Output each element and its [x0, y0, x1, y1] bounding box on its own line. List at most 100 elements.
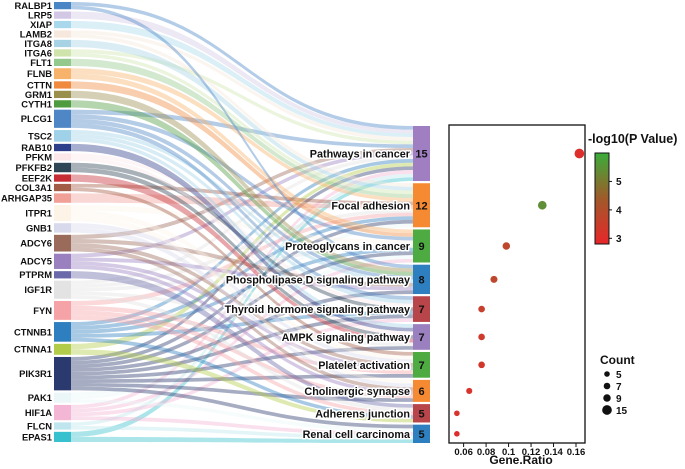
x-tick-label-4: 0.14 [544, 447, 563, 458]
ribbon-itga6-pathways-in-cancer [71, 49, 413, 145]
pathway-label-ampk-signaling-pathway: AMPK signaling pathway [282, 332, 410, 344]
pathway-count-focal-adhesion: 12 [415, 200, 427, 212]
pathway-label-renal-cell-carcinoma: Renal cell carcinoma [303, 429, 411, 441]
gene-label-ptprm: PTPRM [19, 269, 52, 280]
pathway-count-pathways-in-cancer: 15 [415, 149, 427, 161]
dot-focal-adhesion [537, 200, 547, 210]
gene-node-ctnnb1 [54, 322, 71, 342]
dot-proteoglycans-in-cancer [502, 242, 511, 250]
gene-node-itga8 [54, 39, 71, 48]
ribbon-pik3r1-cholinergic-synapse [71, 382, 413, 402]
ribbon-flnb-focal-adhesion [71, 68, 413, 202]
ribbon-adcy5-cholinergic-synapse [71, 265, 413, 395]
dot-pathways-in-cancer [574, 148, 585, 159]
gene-node-arhgap35 [54, 193, 71, 203]
dot-plot: 0.06 0.08 0.1 0.12 0.14 0.16 Gene.Ratio [448, 124, 586, 467]
colorbar: 3 4 5 [594, 152, 622, 245]
ribbon-flcn-pathways-in-cancer [71, 173, 413, 426]
x-tick-label-3: 0.12 [522, 447, 541, 458]
ribbon-rab10-ampk-signaling-pathway [71, 143, 413, 332]
gene-label-plcg1: PLCG1 [21, 113, 52, 124]
gene-label-ctnna1: CTNNA1 [14, 344, 52, 355]
dot-ampk-signaling-pathway [478, 333, 485, 341]
ribbon-ptprm-adherens-junction [71, 271, 413, 408]
gene-node-igf1r [54, 280, 71, 299]
dot-platelet-activation [478, 361, 485, 369]
gene-node-eef2k [54, 174, 71, 182]
gene-node-fyn [54, 300, 71, 320]
size-legend-dot-9 [603, 394, 611, 402]
pathway-label-adherens-junction: Adherens junction [315, 408, 410, 420]
gene-label-epas1: EPAS1 [22, 431, 52, 442]
ribbon-pik3r1-focal-adhesion [71, 219, 413, 365]
size-legend-title: Count [600, 353, 635, 367]
ribbon-eef2k-ampk-signaling-pathway [71, 174, 413, 343]
ribbon-gnb1-cholinergic-synapse [71, 227, 413, 388]
pathway-node-pathways-in-cancer [413, 126, 430, 182]
pathway-count-renal-cell-carcinoma: 5 [418, 429, 424, 441]
ribbon-igf1r-focal-adhesion [71, 208, 413, 288]
pathway-count-phospholipase-d-signaling-pathway: 8 [418, 274, 424, 286]
gene-node-itga6 [54, 49, 71, 57]
ribbon-lrp5-pathways-in-cancer [71, 11, 413, 134]
dot-thyroid-hormone-signaling-pathway [478, 305, 485, 313]
gene-label-pfkfb2: PFKFB2 [16, 162, 52, 173]
ribbon-ralbp1-pathways-in-cancer [71, 2, 413, 130]
ribbon-lamb2-focal-adhesion [71, 34, 413, 187]
ribbon-pik3r1-renal-cell-carcinoma [71, 386, 413, 429]
ribbon-ctnnb1-focal-adhesion [71, 216, 413, 330]
color-legend: -log10(P Value) 3 4 5 [588, 132, 677, 245]
ribbon-epas1-renal-cell-carcinoma [71, 436, 413, 443]
pathway-label-proteoglycans-in-cancer: Proteoglycans in cancer [285, 241, 411, 253]
pathway-node-renal-cell-carcinoma [413, 424, 430, 443]
x-tick-label-0: 0.06 [454, 447, 473, 458]
ribbon-adcy6-pathways-in-cancer [71, 148, 413, 239]
ribbon-adcy6-phospholipase-d-signaling-pathway [71, 238, 413, 287]
colorbar-rect [594, 152, 610, 245]
size-legend-label-9: 9 [616, 394, 622, 405]
pathway-label-cholinergic-synapse: Cholinergic synapse [304, 386, 410, 398]
gene-node-pfkm [54, 153, 71, 161]
ribbon-flnb-proteoglycans-in-cancer [71, 73, 413, 234]
ribbon-ctnnb1-thyroid-hormone-signaling-pathway [71, 310, 413, 338]
ribbon-col3a1-platelet-activation [71, 187, 413, 356]
pathway-node-thyroid-hormone-signaling-pathway [413, 296, 430, 322]
ribbon-fyn-platelet-activation [71, 305, 413, 375]
ribbon-ctnnb1-proteoglycans-in-cancer [71, 247, 413, 334]
x-axis-ticks: 0.06 0.08 0.1 0.12 0.14 0.16 [454, 443, 585, 458]
gene-node-lamb2 [54, 30, 71, 38]
pathway-node-focal-adhesion [413, 183, 430, 228]
gene-node-pik3r1 [54, 356, 71, 391]
ribbon-flcn-renal-cell-carcinoma [71, 426, 413, 440]
ribbon-pik3r1-proteoglycans-in-cancer [71, 251, 413, 369]
gene-node-cyth1 [54, 100, 71, 108]
gene-node-gnb1 [54, 223, 71, 233]
ribbon-flt1-focal-adhesion [71, 58, 413, 198]
pathway-count-thyroid-hormone-signaling-pathway: 7 [418, 304, 424, 316]
gene-label-lrp5: LRP5 [28, 9, 52, 20]
ribbon-cyth1-phospholipase-d-signaling-pathway [71, 100, 413, 276]
gene-label-rab10: RAB10 [21, 142, 52, 153]
ribbon-adcy5-phospholipase-d-signaling-pathway [71, 257, 413, 291]
gene-label-tsc2: TSC2 [28, 130, 52, 141]
ribbon-pfkfb2-thyroid-hormone-signaling-pathway [71, 162, 413, 311]
gene-label-flt1: FLT1 [30, 57, 52, 68]
pathway-count-ampk-signaling-pathway: 7 [418, 332, 424, 344]
plot-frame [448, 124, 586, 444]
size-legend-dot-7 [603, 382, 611, 390]
ribbon-tsc2-ampk-signaling-pathway [71, 137, 413, 328]
gene-label-lamb2: LAMB2 [20, 28, 52, 39]
ribbon-pak1-renal-cell-carcinoma [71, 399, 413, 432]
gene-node-grm1 [54, 90, 71, 99]
gene-node-cttn [54, 81, 71, 89]
pathway-label-platelet-activation: Platelet activation [318, 360, 410, 372]
gene-label-grm1: GRM1 [25, 89, 52, 100]
gene-node-rab10 [54, 143, 71, 152]
gene-label-itpr1: ITPR1 [25, 207, 52, 218]
ribbon-pak1-proteoglycans-in-cancer [71, 255, 413, 400]
ribbon-cttn-proteoglycans-in-cancer [71, 81, 413, 237]
pathway-count-cholinergic-synapse: 6 [418, 386, 424, 398]
ribbon-adcy6-cholinergic-synapse [71, 247, 413, 391]
ribbon-plcg1-phospholipase-d-signaling-pathway [71, 118, 413, 280]
